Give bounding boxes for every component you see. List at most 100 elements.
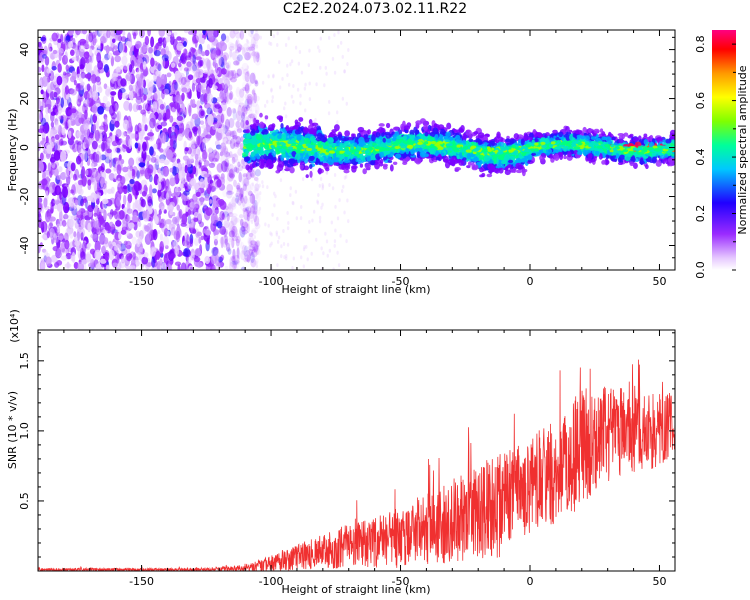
spectrogram-cell [228, 220, 235, 232]
spectrogram-cell [157, 177, 162, 186]
spectrogram-cell [316, 199, 319, 204]
spectrogram-cell [246, 65, 250, 70]
spectrogram-cell [290, 59, 294, 64]
spectrogram-cell [157, 142, 161, 151]
spectrogram-cell [131, 211, 138, 219]
spectrogram-cell [159, 148, 164, 153]
spectrogram-cell [251, 43, 256, 52]
spectrogram-cell [229, 168, 236, 180]
spectrogram-cell [325, 239, 329, 244]
spectrogram-cell [267, 223, 270, 228]
spectrogram-cell [254, 249, 262, 256]
spectrogram-cell [236, 188, 242, 198]
spectrogram-cell [79, 64, 85, 70]
spectrogram-cell [101, 245, 106, 255]
spectrogram-cell [238, 102, 245, 108]
spectrogram-cell [266, 99, 269, 104]
spectrogram-cell [235, 167, 240, 174]
spectrogram-cell [162, 235, 170, 247]
spectrogram-cell [41, 34, 47, 44]
spectrogram-cell [101, 58, 108, 64]
spectrogram-cell [229, 137, 236, 150]
spectrogram-cell [321, 202, 324, 207]
spectrogram-cell [147, 132, 155, 137]
spectrogram-cell [241, 81, 249, 91]
spectrogram-cell [226, 240, 233, 253]
spectrogram-cell [231, 260, 239, 265]
spectrogram-cell [94, 249, 102, 261]
spectrogram-cell [258, 206, 262, 211]
spectrogram-cell [132, 252, 137, 261]
spectrogram-cell [116, 267, 120, 270]
spectrogram-cell [232, 248, 236, 260]
spectrogram-cell [308, 229, 311, 234]
spectrogram-cell [229, 130, 235, 138]
spectrogram-cell [77, 105, 85, 114]
spectrogram-cell [116, 253, 120, 264]
spectrogram-cell [54, 134, 60, 140]
spectrogram-cell [143, 102, 149, 110]
spectrogram-cell [229, 173, 235, 179]
spectrogram-cell [255, 44, 259, 49]
spectrogram-cell [56, 223, 61, 230]
spectrogram-cell [239, 66, 245, 75]
spectrogram-cell [119, 175, 126, 185]
spectrogram-cell [245, 183, 252, 194]
spectrogram-cell [140, 109, 147, 115]
spectrogram-cell [131, 165, 139, 178]
spectrogram-cell [253, 189, 256, 194]
spectrogram-cell [196, 231, 202, 237]
spectrogram-cell [134, 142, 139, 149]
spectrogram-cell [192, 148, 200, 156]
spectrogram-cell [286, 63, 289, 68]
spectrogram-cell [151, 256, 156, 268]
spectrogram-cell [122, 51, 128, 57]
spectrogram-cell [249, 172, 254, 177]
spectrogram-cell [276, 239, 280, 244]
spectrogram-cell [68, 218, 74, 229]
spectrogram-cell [43, 45, 48, 57]
spectrogram-cell [253, 205, 258, 216]
spectrogram-cell [343, 169, 350, 174]
spectrogram-cell [67, 130, 72, 139]
spectrogram-cell [289, 62, 292, 67]
spectrogram-cell [278, 85, 282, 90]
spectrogram-cell [261, 184, 265, 189]
spectrogram-cell [147, 124, 152, 134]
spectrogram-cell [109, 249, 115, 261]
spectrogram-cell [206, 43, 211, 50]
spectrogram-cell [111, 38, 116, 43]
spectrogram-cell [166, 31, 172, 36]
spectrogram-cell [339, 233, 342, 238]
spectrogram-cell [95, 263, 102, 270]
spectrogram-cell [75, 140, 79, 145]
spectrogram-cell [196, 84, 204, 93]
spectrogram-cell [276, 263, 279, 268]
spectrogram-cell [331, 186, 335, 191]
spectrogram-cell [306, 257, 309, 262]
spectrogram-cell [246, 93, 254, 106]
spectrogram-cell [308, 220, 311, 225]
spectrogram-cell [250, 219, 254, 224]
spectrogram-cell [108, 157, 113, 169]
spectrogram-cell [49, 227, 55, 240]
spectrogram-cell [299, 204, 303, 209]
spectrogram-cell [178, 208, 183, 219]
spectrogram-cell [460, 125, 465, 132]
spectrogram-cell [315, 82, 318, 87]
spectrogram-cell [253, 176, 259, 181]
spectrogram-cell [95, 153, 100, 163]
spectrogram-cell [333, 70, 337, 75]
spectrogram-cell [244, 218, 251, 227]
spectrogram-cell [187, 215, 192, 225]
spectrogram-cell [276, 31, 279, 36]
spectrogram-cell [186, 158, 192, 168]
spectrogram-cell [266, 185, 269, 190]
spectrogram-cell [194, 153, 199, 160]
spectrogram-cell [235, 136, 242, 145]
spectrogram-cell [240, 226, 246, 232]
spectrogram-cell [144, 225, 150, 232]
spectrogram-cell [60, 150, 67, 163]
spectrogram-cell [155, 250, 161, 261]
